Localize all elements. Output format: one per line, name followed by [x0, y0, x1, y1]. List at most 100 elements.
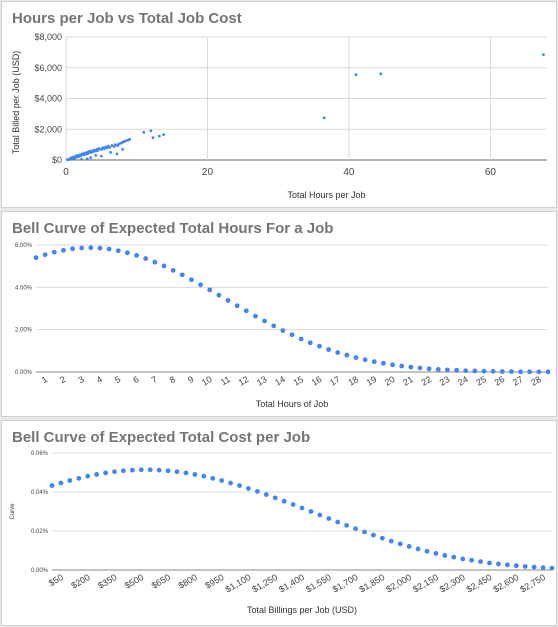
- x-tick-label: 5: [113, 374, 122, 385]
- curve-point: [454, 367, 459, 373]
- curve-point: [499, 369, 505, 374]
- chart-title: Bell Curve of Expected Total Cost per Jo…: [12, 429, 311, 446]
- y-tick-label: 0.00%: [15, 370, 33, 376]
- curve-point: [371, 359, 377, 365]
- curve-point: [460, 556, 466, 562]
- curve-point: [362, 529, 367, 535]
- curve-point: [442, 552, 448, 558]
- curve-point: [388, 538, 394, 544]
- curve-point: [143, 256, 149, 261]
- curve-point: [61, 247, 66, 253]
- curve-point: [540, 565, 546, 571]
- data-point: [109, 150, 112, 154]
- curve-point: [210, 475, 216, 481]
- data-point: [108, 145, 112, 149]
- curve-point: [179, 272, 185, 278]
- x-tick-label: 11: [219, 374, 232, 387]
- x-tick-label: 28: [529, 374, 543, 388]
- curve-point: [289, 332, 295, 338]
- y-tick-label: $2,000: [34, 124, 62, 134]
- curve-point: [518, 369, 523, 375]
- x-tick-label: 6: [131, 374, 140, 385]
- x-tick-label: 26: [493, 374, 507, 388]
- data-point: [102, 147, 106, 151]
- curve-point: [353, 526, 358, 532]
- x-tick-label: 18: [346, 374, 360, 388]
- curve-point: [362, 357, 368, 363]
- curve-point: [326, 516, 332, 521]
- x-tick-label: 13: [255, 374, 269, 388]
- data-point: [85, 157, 89, 161]
- data-point: [121, 147, 124, 151]
- data-point: [99, 154, 103, 158]
- curve-point: [536, 369, 542, 375]
- curve-point: [207, 287, 213, 293]
- x-tick-label: 20: [202, 167, 214, 178]
- curve-point: [192, 472, 198, 477]
- curve-point: [531, 564, 537, 570]
- curve-point: [272, 495, 278, 501]
- curve-point: [42, 252, 48, 258]
- curve-point: [451, 554, 457, 560]
- curve-point: [307, 340, 313, 346]
- curve-point: [79, 245, 85, 251]
- curve-point: [426, 366, 432, 372]
- x-axis-label: Total Billings per Job (USD): [247, 605, 357, 615]
- curve-point: [70, 246, 75, 252]
- x-tick-label: $1,400: [277, 572, 306, 594]
- curve-point: [254, 489, 260, 494]
- curve-point: [527, 369, 533, 375]
- x-tick-label: 12: [237, 374, 251, 388]
- curve-point: [121, 468, 126, 474]
- curve-point: [545, 369, 551, 375]
- curve-point: [469, 557, 475, 563]
- curve-point: [433, 551, 439, 556]
- curve-point: [134, 252, 139, 258]
- curve-point: [112, 469, 117, 475]
- curve-point: [243, 308, 249, 314]
- x-tick-label: 25: [474, 374, 488, 388]
- x-tick-label: 21: [401, 374, 415, 388]
- chart-panel-cost-bell-curve: Bell Curve of Expected Total Cost per Jo…: [1, 420, 557, 626]
- data-point: [97, 147, 101, 150]
- curve-point: [371, 532, 376, 538]
- data-point: [151, 136, 155, 140]
- x-tick-label: $1,250: [250, 572, 279, 594]
- x-tick-label: $1,550: [304, 572, 333, 594]
- curve-point: [281, 498, 287, 504]
- x-tick-label: 0: [63, 167, 69, 178]
- curve-point: [399, 363, 405, 369]
- curve-point: [216, 292, 222, 298]
- curve-point: [298, 336, 304, 342]
- data-point: [157, 134, 161, 138]
- curve-point: [183, 470, 189, 476]
- y-axis-label: Curve: [10, 503, 16, 520]
- y-tick-label: $0: [52, 155, 62, 165]
- x-tick-label: $2,300: [438, 572, 467, 594]
- curve-point: [435, 367, 441, 372]
- data-point: [80, 157, 83, 161]
- x-tick-label: 40: [343, 167, 355, 178]
- y-tick-label: 0.04%: [31, 490, 49, 496]
- x-tick-label: $2,150: [411, 572, 440, 594]
- data-point: [96, 149, 100, 152]
- data-point: [114, 143, 117, 147]
- x-tick-label: 14: [273, 374, 287, 388]
- data-point: [122, 140, 126, 143]
- curve-point: [225, 298, 231, 303]
- curve-point: [138, 467, 144, 473]
- x-tick-label: 10: [200, 374, 214, 388]
- curve-point: [481, 368, 487, 374]
- x-tick-label: 16: [310, 374, 324, 388]
- x-tick-label: 20: [383, 374, 397, 388]
- data-point: [149, 129, 153, 133]
- curve-point: [397, 541, 403, 547]
- x-tick-label: $500: [123, 572, 145, 591]
- data-point: [128, 137, 132, 141]
- curve-point: [308, 509, 314, 514]
- y-tick-label: $8,000: [34, 32, 62, 42]
- y-tick-label: $6,000: [34, 63, 62, 73]
- x-tick-label: $1,100: [224, 572, 253, 594]
- curve-point: [353, 355, 359, 361]
- curve-point: [496, 561, 501, 567]
